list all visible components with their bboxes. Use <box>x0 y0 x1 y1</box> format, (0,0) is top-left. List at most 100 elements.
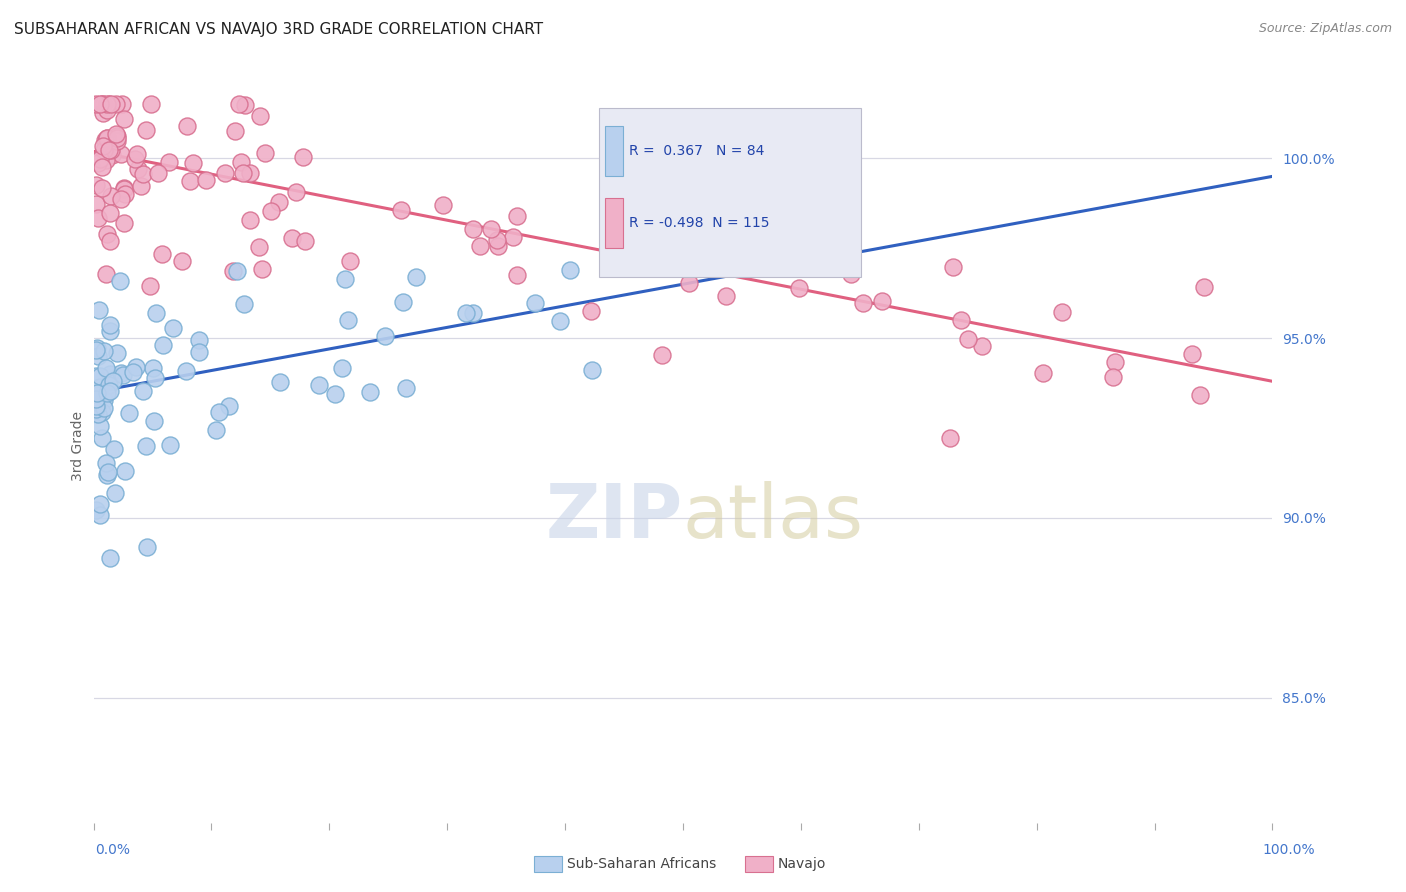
Point <box>148 165 170 179</box>
Point <box>231 155 253 169</box>
Point <box>103 442 125 457</box>
Point <box>142 414 165 428</box>
Point <box>143 371 166 385</box>
Point <box>84 197 107 211</box>
Bar <box>605 198 623 248</box>
Point <box>205 423 228 437</box>
Point <box>87 302 110 317</box>
Point <box>468 239 491 253</box>
Point <box>96 468 118 483</box>
Point <box>581 363 603 377</box>
Point <box>956 332 979 346</box>
Point <box>486 233 509 247</box>
Point <box>86 381 108 395</box>
Point <box>98 551 121 566</box>
Point <box>392 294 415 309</box>
Point <box>86 407 108 421</box>
Point <box>90 431 112 445</box>
Point <box>96 132 118 146</box>
Point <box>90 405 112 419</box>
Text: R = -0.498  N = 115: R = -0.498 N = 115 <box>628 216 769 230</box>
Point <box>174 364 197 378</box>
Point <box>111 97 134 112</box>
Point <box>96 360 118 375</box>
Point <box>939 431 962 445</box>
Point <box>86 397 108 411</box>
Text: Sub-Saharan Africans: Sub-Saharan Africans <box>567 857 716 871</box>
Point <box>86 387 108 401</box>
Point <box>239 166 262 180</box>
Point <box>100 143 122 157</box>
Point <box>233 297 256 311</box>
Point <box>145 306 167 320</box>
Point <box>224 124 246 138</box>
Point <box>84 343 107 357</box>
Point <box>1192 279 1215 293</box>
Point <box>129 178 152 193</box>
Point <box>98 384 121 398</box>
Point <box>152 338 174 352</box>
Point <box>90 97 112 112</box>
Point <box>1032 366 1054 380</box>
Point <box>208 405 231 419</box>
Point <box>112 182 135 196</box>
Point <box>308 377 330 392</box>
Point <box>105 345 128 359</box>
Point <box>548 313 571 327</box>
Point <box>135 439 157 453</box>
Point <box>89 380 111 394</box>
Point <box>259 204 281 219</box>
Point <box>479 222 502 236</box>
Point <box>91 181 114 195</box>
Point <box>486 239 509 253</box>
Point <box>222 263 245 277</box>
Point <box>157 154 180 169</box>
Point <box>284 185 307 199</box>
Point <box>89 497 111 511</box>
Point <box>84 392 107 406</box>
Point <box>558 262 581 277</box>
Point <box>105 129 128 144</box>
Point <box>87 156 110 170</box>
Point <box>101 147 124 161</box>
Text: Source: ZipAtlas.com: Source: ZipAtlas.com <box>1258 22 1392 36</box>
Point <box>188 345 211 359</box>
Point <box>787 281 810 295</box>
Point <box>100 97 122 112</box>
Point <box>281 231 304 245</box>
Point <box>91 105 114 120</box>
Point <box>333 272 356 286</box>
Point <box>84 407 107 421</box>
Text: ZIP: ZIP <box>546 482 683 555</box>
Point <box>112 216 135 230</box>
Point <box>139 97 162 112</box>
Point <box>506 209 529 223</box>
Point <box>269 194 291 209</box>
Point <box>93 401 115 416</box>
Point <box>98 367 121 381</box>
Point <box>644 260 666 274</box>
Point <box>104 97 127 112</box>
Point <box>90 161 112 175</box>
Point <box>678 276 700 290</box>
Point <box>98 318 121 333</box>
Point <box>84 394 107 409</box>
Point <box>94 133 117 147</box>
Point <box>159 438 181 452</box>
Point <box>118 406 141 420</box>
Point <box>395 381 418 395</box>
Point <box>247 240 270 254</box>
Y-axis label: 3rd Grade: 3rd Grade <box>72 411 86 481</box>
Point <box>1050 305 1073 319</box>
Point <box>250 261 273 276</box>
Point <box>456 306 478 320</box>
Point <box>359 384 381 399</box>
Text: SUBSAHARAN AFRICAN VS NAVAJO 3RD GRADE CORRELATION CHART: SUBSAHARAN AFRICAN VS NAVAJO 3RD GRADE C… <box>14 22 543 37</box>
Point <box>104 128 127 142</box>
Point <box>127 162 149 177</box>
Text: 100.0%: 100.0% <box>1263 843 1315 857</box>
Point <box>461 306 484 320</box>
Point <box>114 187 136 202</box>
Point <box>87 349 110 363</box>
Point <box>86 97 108 112</box>
